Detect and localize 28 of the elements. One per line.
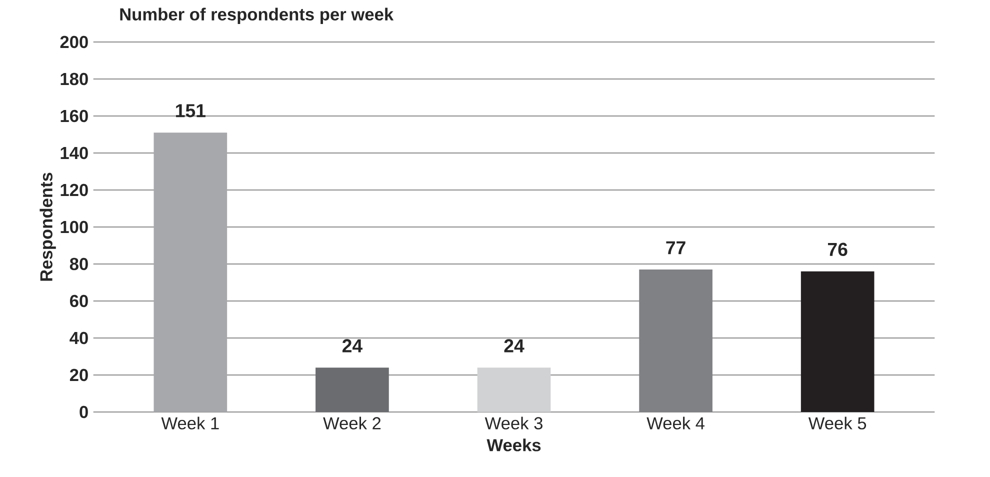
x-tick-label: Week 3 — [484, 416, 542, 430]
data-label: 24 — [342, 339, 362, 352]
y-tick-label: 80 — [70, 258, 88, 270]
data-label: 151 — [176, 104, 206, 118]
x-tick-label: Week 1 — [161, 416, 219, 430]
x-axis-title: Weeks — [486, 438, 541, 452]
bar — [477, 368, 551, 412]
y-tick-label: 100 — [60, 220, 88, 234]
y-tick-label: 180 — [60, 72, 88, 86]
x-tick-label: Week 5 — [808, 416, 866, 430]
bar — [800, 271, 874, 412]
x-tick-label: Week 2 — [323, 416, 381, 430]
data-label: 24 — [504, 339, 524, 352]
data-label: 77 — [666, 241, 686, 254]
bar — [639, 270, 712, 412]
y-tick-label: 0 — [80, 406, 88, 418]
x-tick-label: Week 4 — [646, 416, 704, 430]
y-tick-label: 20 — [70, 368, 88, 382]
y-tick-label: 120 — [60, 184, 88, 196]
y-tick-label: 200 — [60, 36, 88, 48]
y-tick-label: 160 — [60, 110, 88, 122]
y-axis-title: Respondents — [40, 172, 56, 281]
bar — [154, 132, 228, 412]
y-tick-label: 60 — [70, 294, 88, 308]
y-tick-label: 40 — [70, 332, 88, 344]
data-label: 76 — [828, 242, 848, 256]
y-tick-label: 140 — [60, 146, 88, 160]
chart-title: Number of respondents per week — [120, 8, 394, 24]
